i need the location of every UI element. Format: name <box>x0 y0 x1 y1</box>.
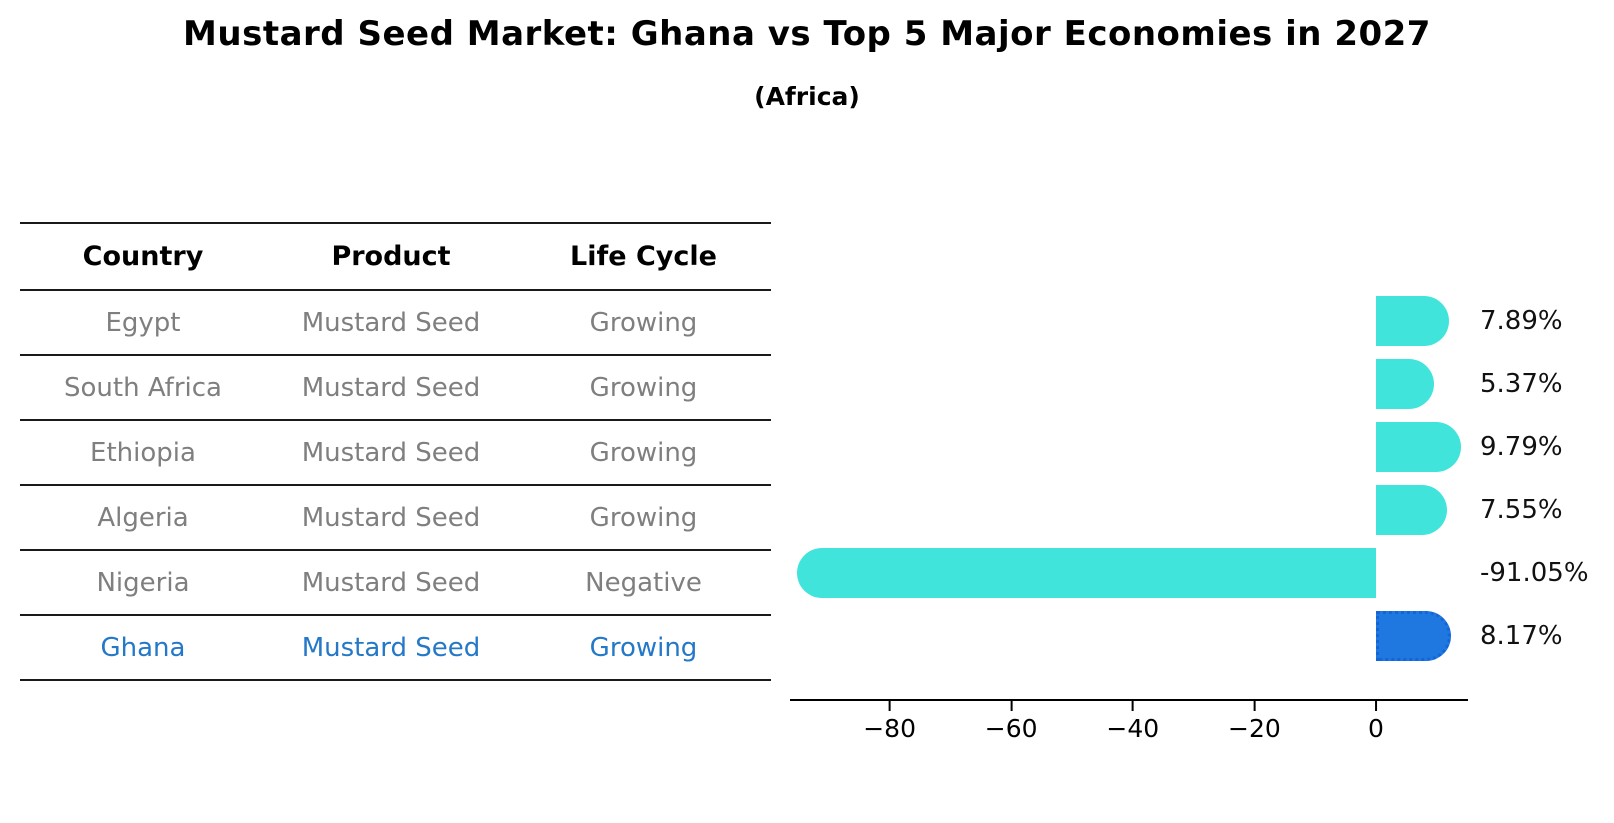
bar-algeria <box>1376 484 1447 535</box>
data-table: Country Product Life Cycle Egypt Mustard… <box>20 222 771 681</box>
life-cycle-cell: Growing <box>589 307 698 338</box>
country-cell: Egypt <box>105 307 181 338</box>
table-row-south-africa: South Africa Mustard Seed Growing <box>20 356 771 421</box>
value-label-nigeria: -91.05% <box>1480 557 1589 588</box>
x-tick: −80 <box>863 701 916 743</box>
product-cell: Mustard Seed <box>301 372 481 403</box>
column-header-life-cycle: Life Cycle <box>570 241 717 272</box>
life-cycle-cell: Growing <box>589 632 698 663</box>
column-header-product: Product <box>331 241 451 272</box>
x-tick: −40 <box>1106 701 1159 743</box>
tick-label: −20 <box>1228 714 1281 743</box>
value-label-algeria: 7.55% <box>1480 494 1563 525</box>
country-cell: Ghana <box>100 632 186 663</box>
tick-mark <box>1253 701 1256 711</box>
life-cycle-cell: Growing <box>589 372 698 403</box>
life-cycle-cell: Growing <box>589 437 698 468</box>
bar-ethiopia <box>1376 421 1461 472</box>
x-tick: 0 <box>1368 701 1384 743</box>
table-row-ghana: Ghana Mustard Seed Growing <box>20 616 771 679</box>
tick-label: −60 <box>984 714 1038 743</box>
table-row-algeria: Algeria Mustard Seed Growing <box>20 486 771 551</box>
page-title: Mustard Seed Market: Ghana vs Top 5 Majo… <box>183 14 1431 54</box>
product-cell: Mustard Seed <box>301 437 481 468</box>
x-tick: −20 <box>1228 701 1281 743</box>
country-cell: South Africa <box>64 372 222 403</box>
bar-nigeria <box>797 547 1376 598</box>
tick-mark <box>1010 701 1013 711</box>
x-axis-line <box>790 699 1468 701</box>
country-cell: Nigeria <box>96 567 190 598</box>
life-cycle-cell: Negative <box>585 567 702 598</box>
product-cell: Mustard Seed <box>301 307 481 338</box>
value-label-ghana: 8.17% <box>1480 620 1563 651</box>
product-cell: Mustard Seed <box>301 632 481 663</box>
table-header-row: Country Product Life Cycle <box>20 224 771 291</box>
country-cell: Ethiopia <box>90 437 196 468</box>
tick-mark <box>1375 701 1377 711</box>
table-row-egypt: Egypt Mustard Seed Growing <box>20 291 771 356</box>
page-subtitle: (Africa) <box>754 82 860 111</box>
value-label-south-africa: 5.37% <box>1480 368 1563 399</box>
tick-label: −80 <box>863 714 916 743</box>
country-cell: Algeria <box>97 502 189 533</box>
table-row-nigeria: Nigeria Mustard Seed Negative <box>20 551 771 616</box>
tick-label: 0 <box>1368 714 1384 743</box>
column-header-country: Country <box>82 241 204 272</box>
table-row-ethiopia: Ethiopia Mustard Seed Growing <box>20 421 771 486</box>
life-cycle-cell: Growing <box>589 502 698 533</box>
x-tick: −60 <box>985 701 1038 743</box>
bar-ghana <box>1376 610 1451 661</box>
value-label-ethiopia: 9.79% <box>1480 431 1563 462</box>
bar-egypt <box>1376 295 1449 346</box>
tick-mark <box>888 701 891 711</box>
tick-label: −40 <box>1106 714 1160 743</box>
value-label-egypt: 7.89% <box>1480 305 1563 336</box>
tick-mark <box>1131 701 1134 711</box>
bar-south-africa <box>1376 358 1434 409</box>
product-cell: Mustard Seed <box>301 567 481 598</box>
product-cell: Mustard Seed <box>301 502 481 533</box>
